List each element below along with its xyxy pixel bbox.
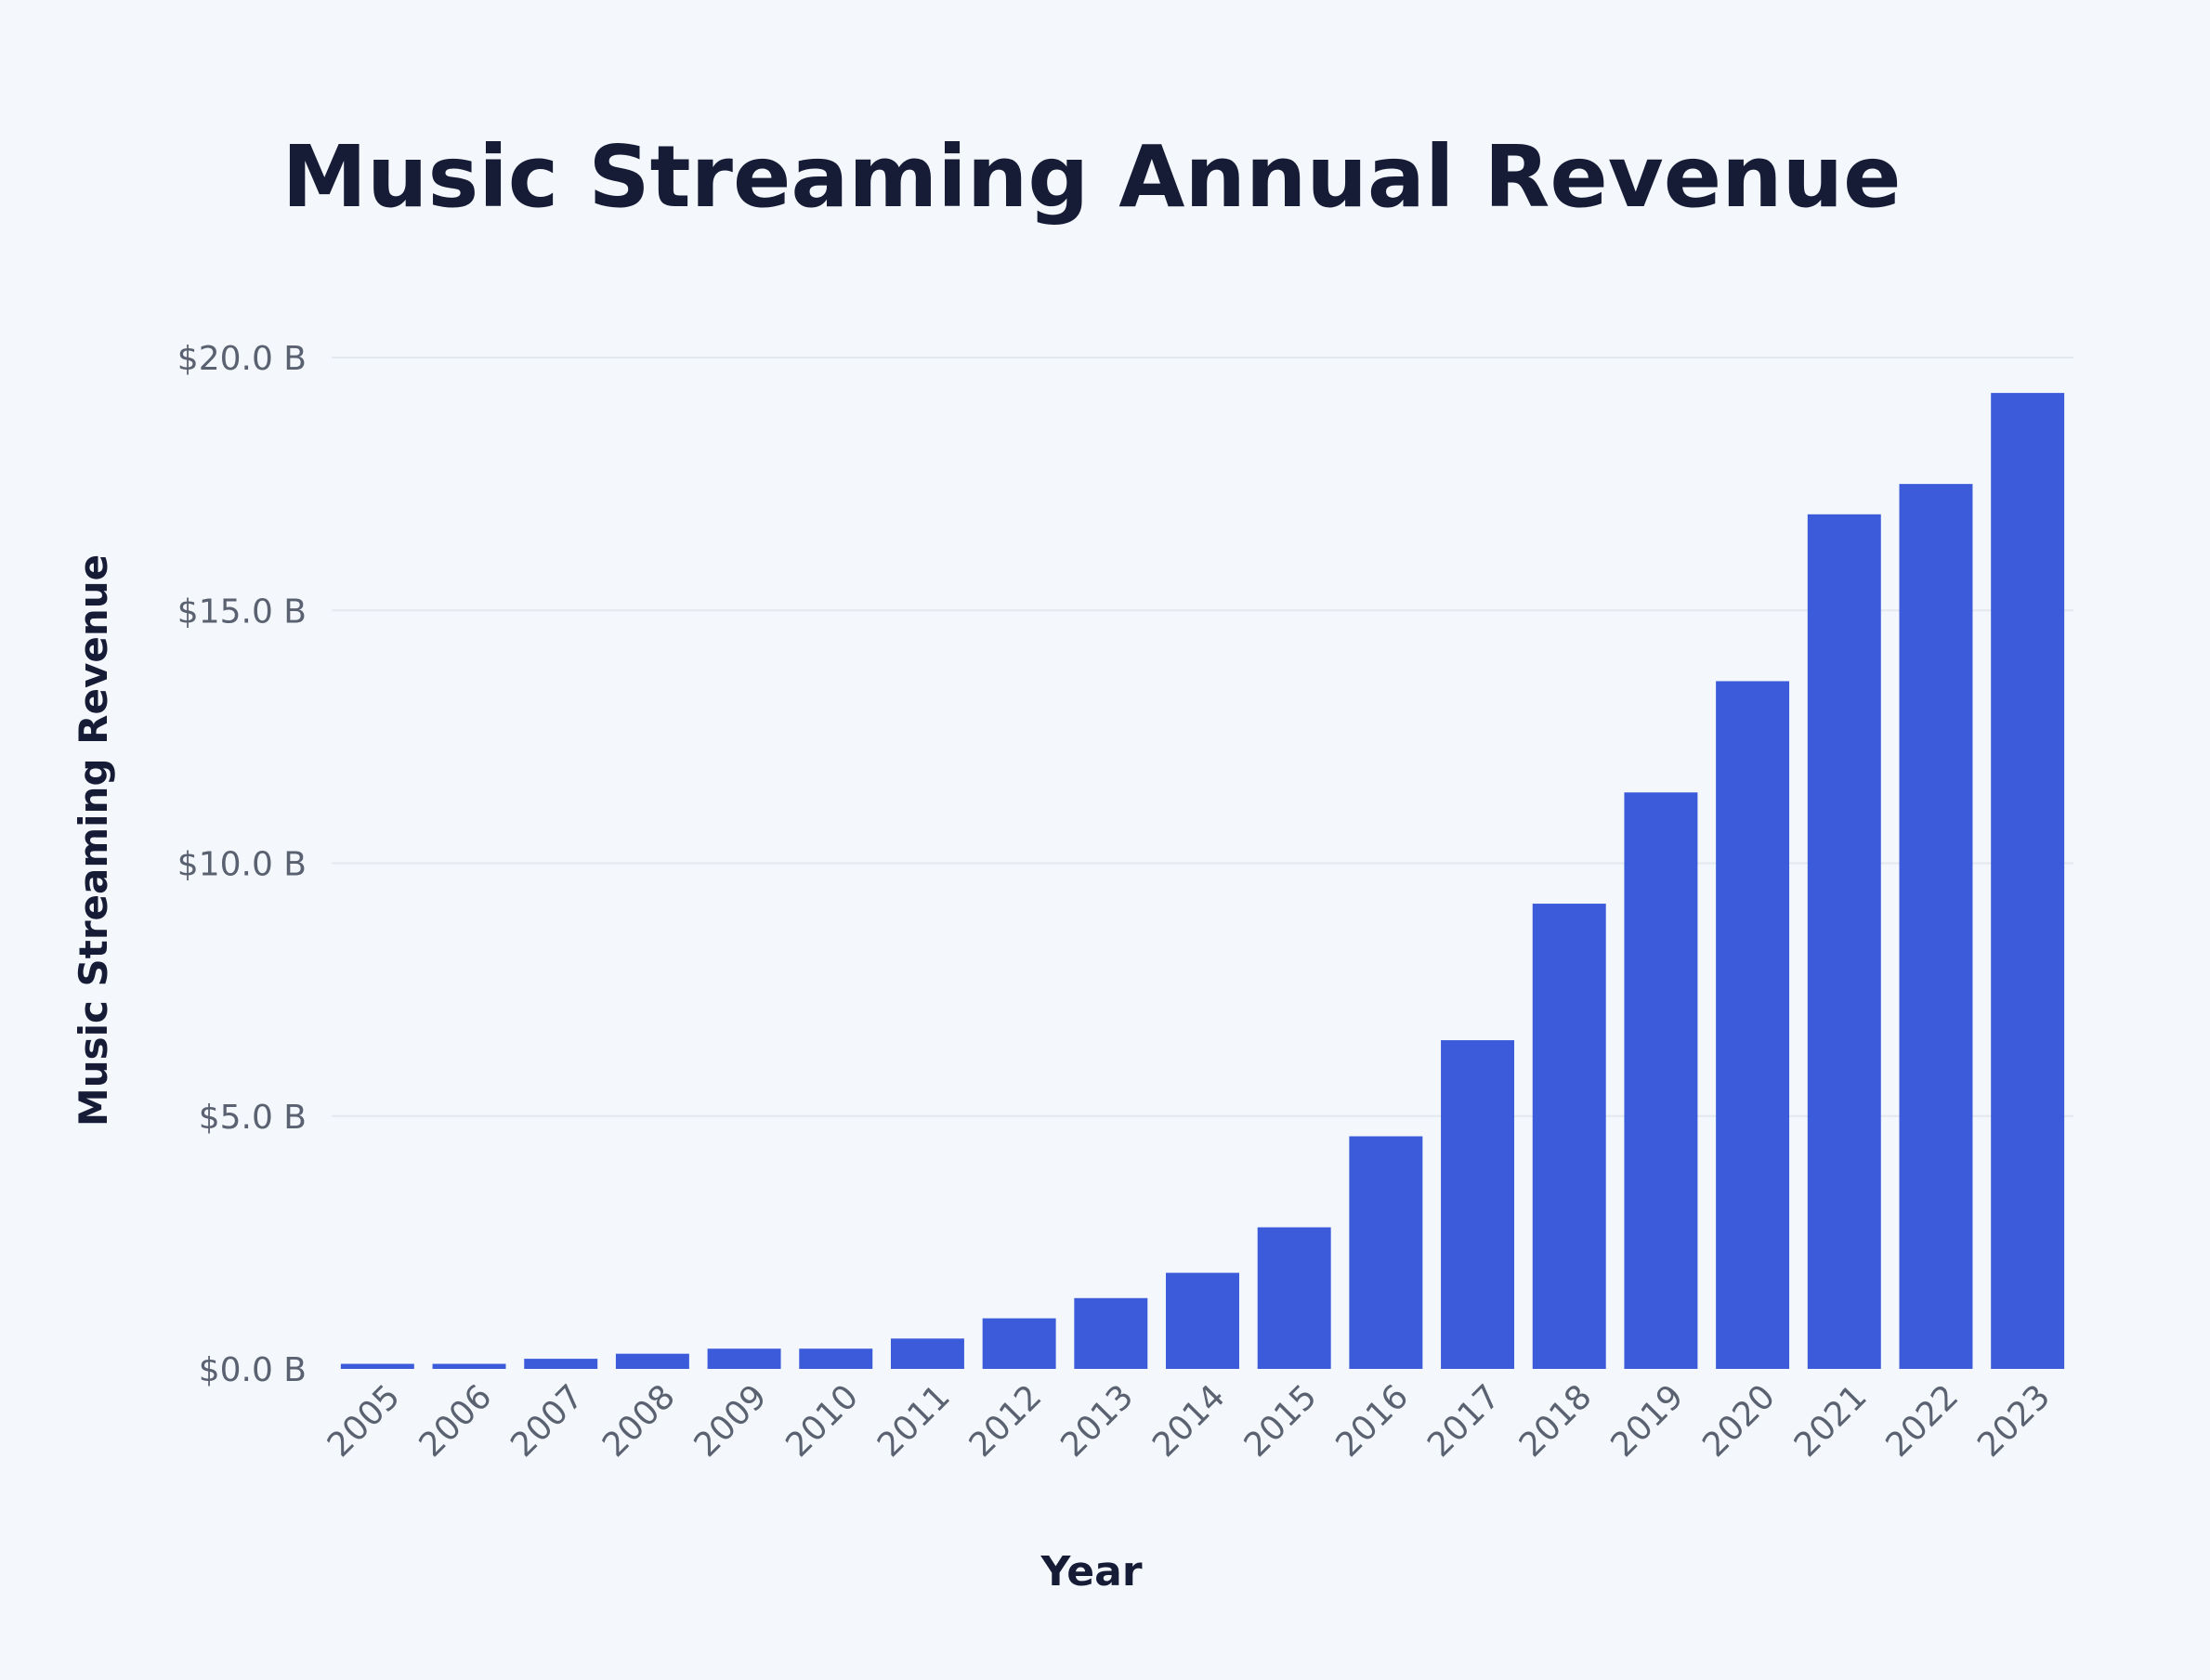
x-tick-label-2009: 2009: [687, 1377, 775, 1465]
y-axis-title: Music Streaming Revenue: [71, 554, 116, 1127]
bar-2018: [1532, 904, 1606, 1369]
x-tick-label-2007: 2007: [503, 1377, 591, 1465]
x-tick-label-2017: 2017: [1420, 1377, 1508, 1465]
bars: [340, 393, 2065, 1369]
x-tick-label-2014: 2014: [1145, 1377, 1233, 1465]
bar-2009: [707, 1348, 781, 1369]
x-tick-label-2005: 2005: [320, 1377, 408, 1465]
bar-2020: [1716, 681, 1790, 1369]
x-tick-label-2015: 2015: [1237, 1377, 1325, 1465]
bar-2016: [1349, 1136, 1423, 1369]
x-tick-label-2022: 2022: [1879, 1377, 1967, 1465]
bar-2005: [340, 1363, 414, 1369]
x-tick-label-2021: 2021: [1787, 1377, 1875, 1465]
bar-2019: [1624, 792, 1698, 1369]
x-tick-label-2011: 2011: [870, 1377, 958, 1465]
y-tick-label: $5.0 B: [199, 1099, 307, 1137]
chart-title: Music Streaming Annual Revenue: [281, 127, 1901, 227]
bar-2015: [1257, 1227, 1331, 1369]
x-tick-label-2020: 2020: [1695, 1377, 1783, 1465]
bar-2006: [432, 1363, 506, 1369]
x-tick-label-2012: 2012: [962, 1377, 1050, 1465]
bar-2022: [1899, 484, 1973, 1369]
bar-2011: [890, 1338, 964, 1369]
bar-2008: [615, 1353, 689, 1369]
bar-2014: [1166, 1272, 1239, 1369]
y-tick-label: $20.0 B: [177, 340, 307, 378]
x-tick-label-2006: 2006: [412, 1377, 500, 1465]
bar-2010: [799, 1348, 873, 1369]
bar-2017: [1441, 1040, 1515, 1369]
x-tick-label-2013: 2013: [1053, 1377, 1141, 1465]
x-tick-label-2008: 2008: [595, 1377, 683, 1465]
y-tick-label: $15.0 B: [177, 593, 307, 631]
x-axis-ticks: 2005 2006 2007 2008 2009 2010 2011 2012 2013 2014…: [320, 1377, 2058, 1465]
x-tick-label-2018: 2018: [1512, 1377, 1600, 1465]
y-axis-ticks: $0.0 B $5.0 B $10.0 B $15.0 B $20.0 B: [177, 340, 307, 1389]
bar-2023: [1991, 393, 2065, 1369]
bar-2013: [1074, 1297, 1148, 1369]
bar-2007: [524, 1359, 598, 1369]
x-tick-label-2019: 2019: [1604, 1377, 1692, 1465]
x-tick-label-2016: 2016: [1328, 1377, 1416, 1465]
x-axis-title: Year: [1040, 1548, 1142, 1595]
bar-2012: [982, 1318, 1056, 1369]
x-tick-label-2010: 2010: [778, 1377, 866, 1465]
bar-2021: [1807, 514, 1881, 1369]
x-tick-label-2023: 2023: [1970, 1377, 2058, 1465]
y-tick-label: $10.0 B: [177, 846, 307, 884]
y-tick-label: $0.0 B: [199, 1351, 307, 1389]
